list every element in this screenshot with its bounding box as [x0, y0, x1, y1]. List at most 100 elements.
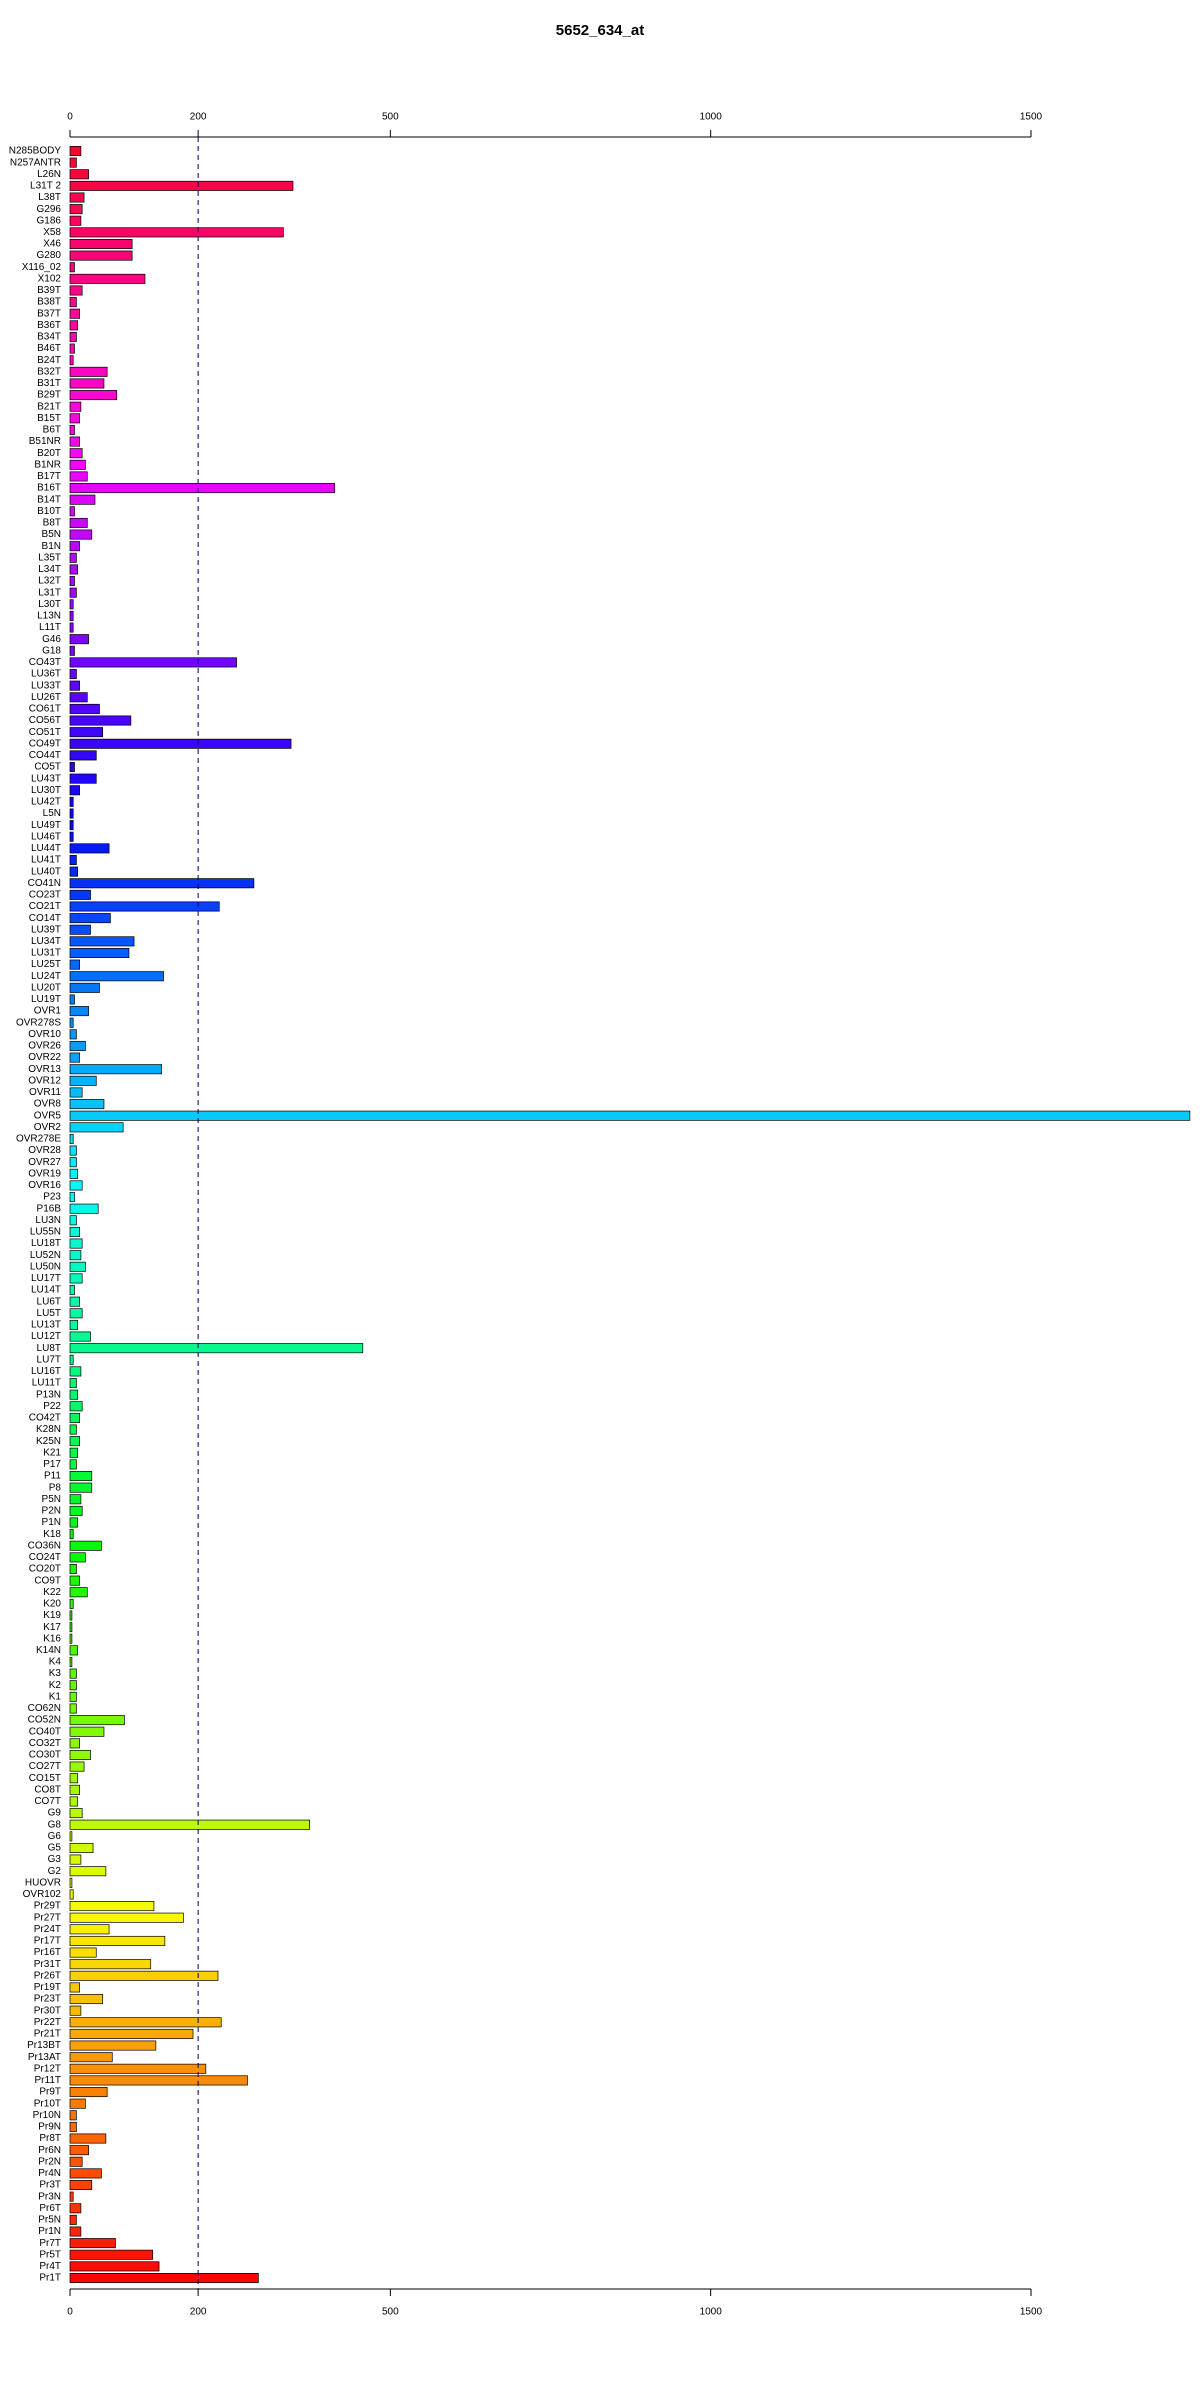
- bar: [69, 1471, 93, 1482]
- bar: [69, 750, 97, 761]
- y-tick-label: OVR26: [28, 1041, 61, 1052]
- y-tick-label: N285BODY: [9, 146, 62, 157]
- y-tick-label: OVR278E: [16, 1134, 61, 1145]
- y-tick-label: L13N: [37, 611, 61, 622]
- bar: [69, 1099, 105, 1110]
- y-tick-label: P5N: [42, 1494, 61, 1505]
- bar: [69, 1447, 79, 1458]
- bar: [69, 227, 284, 238]
- bar: [69, 610, 74, 621]
- bar: [69, 1773, 79, 1784]
- bar: [69, 1319, 79, 1330]
- bar: [69, 1610, 73, 1621]
- bar: [69, 1459, 77, 1470]
- y-tick-label: B15T: [37, 413, 61, 424]
- bar: [69, 1133, 74, 1144]
- y-tick-label: Pr23T: [34, 1994, 61, 2005]
- chart-title: 5652_634_at: [556, 22, 644, 39]
- bar: [69, 1401, 83, 1412]
- y-tick-label: K1: [49, 1691, 62, 1702]
- y-tick-label: P11: [44, 1471, 61, 1482]
- y-tick-label: Pr9N: [38, 2122, 61, 2133]
- y-tick-label: K2: [49, 1680, 62, 1691]
- y-tick-label: HUOVR: [25, 1877, 61, 1888]
- y-tick-label: L34T: [38, 564, 61, 575]
- y-tick-label: LU43T: [31, 773, 61, 784]
- bar: [69, 343, 75, 354]
- y-tick-label: G5: [48, 1843, 62, 1854]
- y-tick-label: CO52N: [28, 1715, 61, 1726]
- y-tick-label: CO49T: [29, 738, 61, 749]
- bar: [69, 843, 110, 854]
- x-tick-label: 1000: [700, 112, 723, 123]
- y-tick-label: LU52N: [30, 1250, 61, 1261]
- bar: [69, 1505, 83, 1516]
- bar: [69, 703, 100, 714]
- bar: [69, 2063, 207, 2074]
- y-tick-label: OVR8: [34, 1099, 62, 1110]
- bar: [69, 1075, 97, 1086]
- y-tick-label: L32T: [38, 576, 61, 587]
- bar: [69, 2261, 160, 2272]
- bar: [69, 1482, 93, 1493]
- bar: [69, 308, 80, 319]
- bar: [69, 1831, 73, 1842]
- y-tick-label: OVR28: [28, 1145, 61, 1156]
- bar: [69, 669, 77, 680]
- y-tick-label: LU34T: [31, 936, 61, 947]
- bar: [69, 459, 86, 470]
- bar: [69, 1726, 105, 1737]
- bar: [69, 1540, 102, 1551]
- bar: [69, 2249, 153, 2260]
- bar: [69, 2180, 93, 2191]
- bar: [69, 262, 75, 273]
- bar: [69, 994, 75, 1005]
- bar: [69, 1889, 74, 1900]
- bar: [69, 1343, 364, 1354]
- y-tick-label: Pr13BT: [27, 2040, 61, 2051]
- y-tick-label: G296: [37, 204, 62, 215]
- y-tick-label: B31T: [37, 378, 61, 389]
- bar: [69, 1215, 77, 1226]
- bar: [69, 1180, 83, 1191]
- bar: [69, 552, 77, 563]
- y-tick-label: G280: [37, 250, 62, 261]
- bar: [69, 878, 255, 889]
- y-tick-label: B8T: [43, 518, 61, 529]
- bar: [69, 1273, 83, 1284]
- y-tick-label: G2: [48, 1866, 62, 1877]
- bar: [69, 1959, 152, 1970]
- bar: [69, 1203, 99, 1214]
- y-tick-label: Pr27T: [34, 1912, 61, 1923]
- y-tick-label: LU30T: [31, 785, 61, 796]
- y-tick-label: Pr9T: [39, 2087, 61, 2098]
- y-tick-label: Pr22T: [34, 2017, 61, 2028]
- bar: [69, 250, 133, 261]
- y-tick-label: B37T: [37, 308, 61, 319]
- y-tick-label: P2N: [42, 1506, 61, 1517]
- bar: [69, 2168, 102, 2179]
- bar: [69, 901, 220, 912]
- y-tick-label: LU17T: [31, 1273, 61, 1284]
- y-tick-label: B21T: [37, 401, 61, 412]
- bar: [69, 680, 80, 691]
- y-tick-label: OVR12: [28, 1075, 61, 1086]
- bar: [69, 738, 292, 749]
- bar: [69, 1703, 77, 1714]
- bar: [69, 2156, 83, 2167]
- bar: [69, 1296, 80, 1307]
- y-tick-label: Pr7T: [39, 2238, 61, 2249]
- y-tick-label: LU5T: [37, 1308, 61, 1319]
- bar: [69, 1040, 86, 1051]
- y-tick-label: K17: [43, 1622, 61, 1633]
- bar: [69, 2121, 77, 2132]
- bar: [69, 494, 96, 505]
- bar: [69, 1924, 110, 1935]
- y-tick-label: LU49T: [31, 820, 61, 831]
- bar: [69, 1168, 79, 1179]
- y-tick-label: Pr3N: [38, 2191, 61, 2202]
- bar: [69, 366, 108, 377]
- bar: [69, 1819, 310, 1830]
- y-tick-label: LU41T: [31, 855, 61, 866]
- y-tick-label: K19: [43, 1610, 61, 1621]
